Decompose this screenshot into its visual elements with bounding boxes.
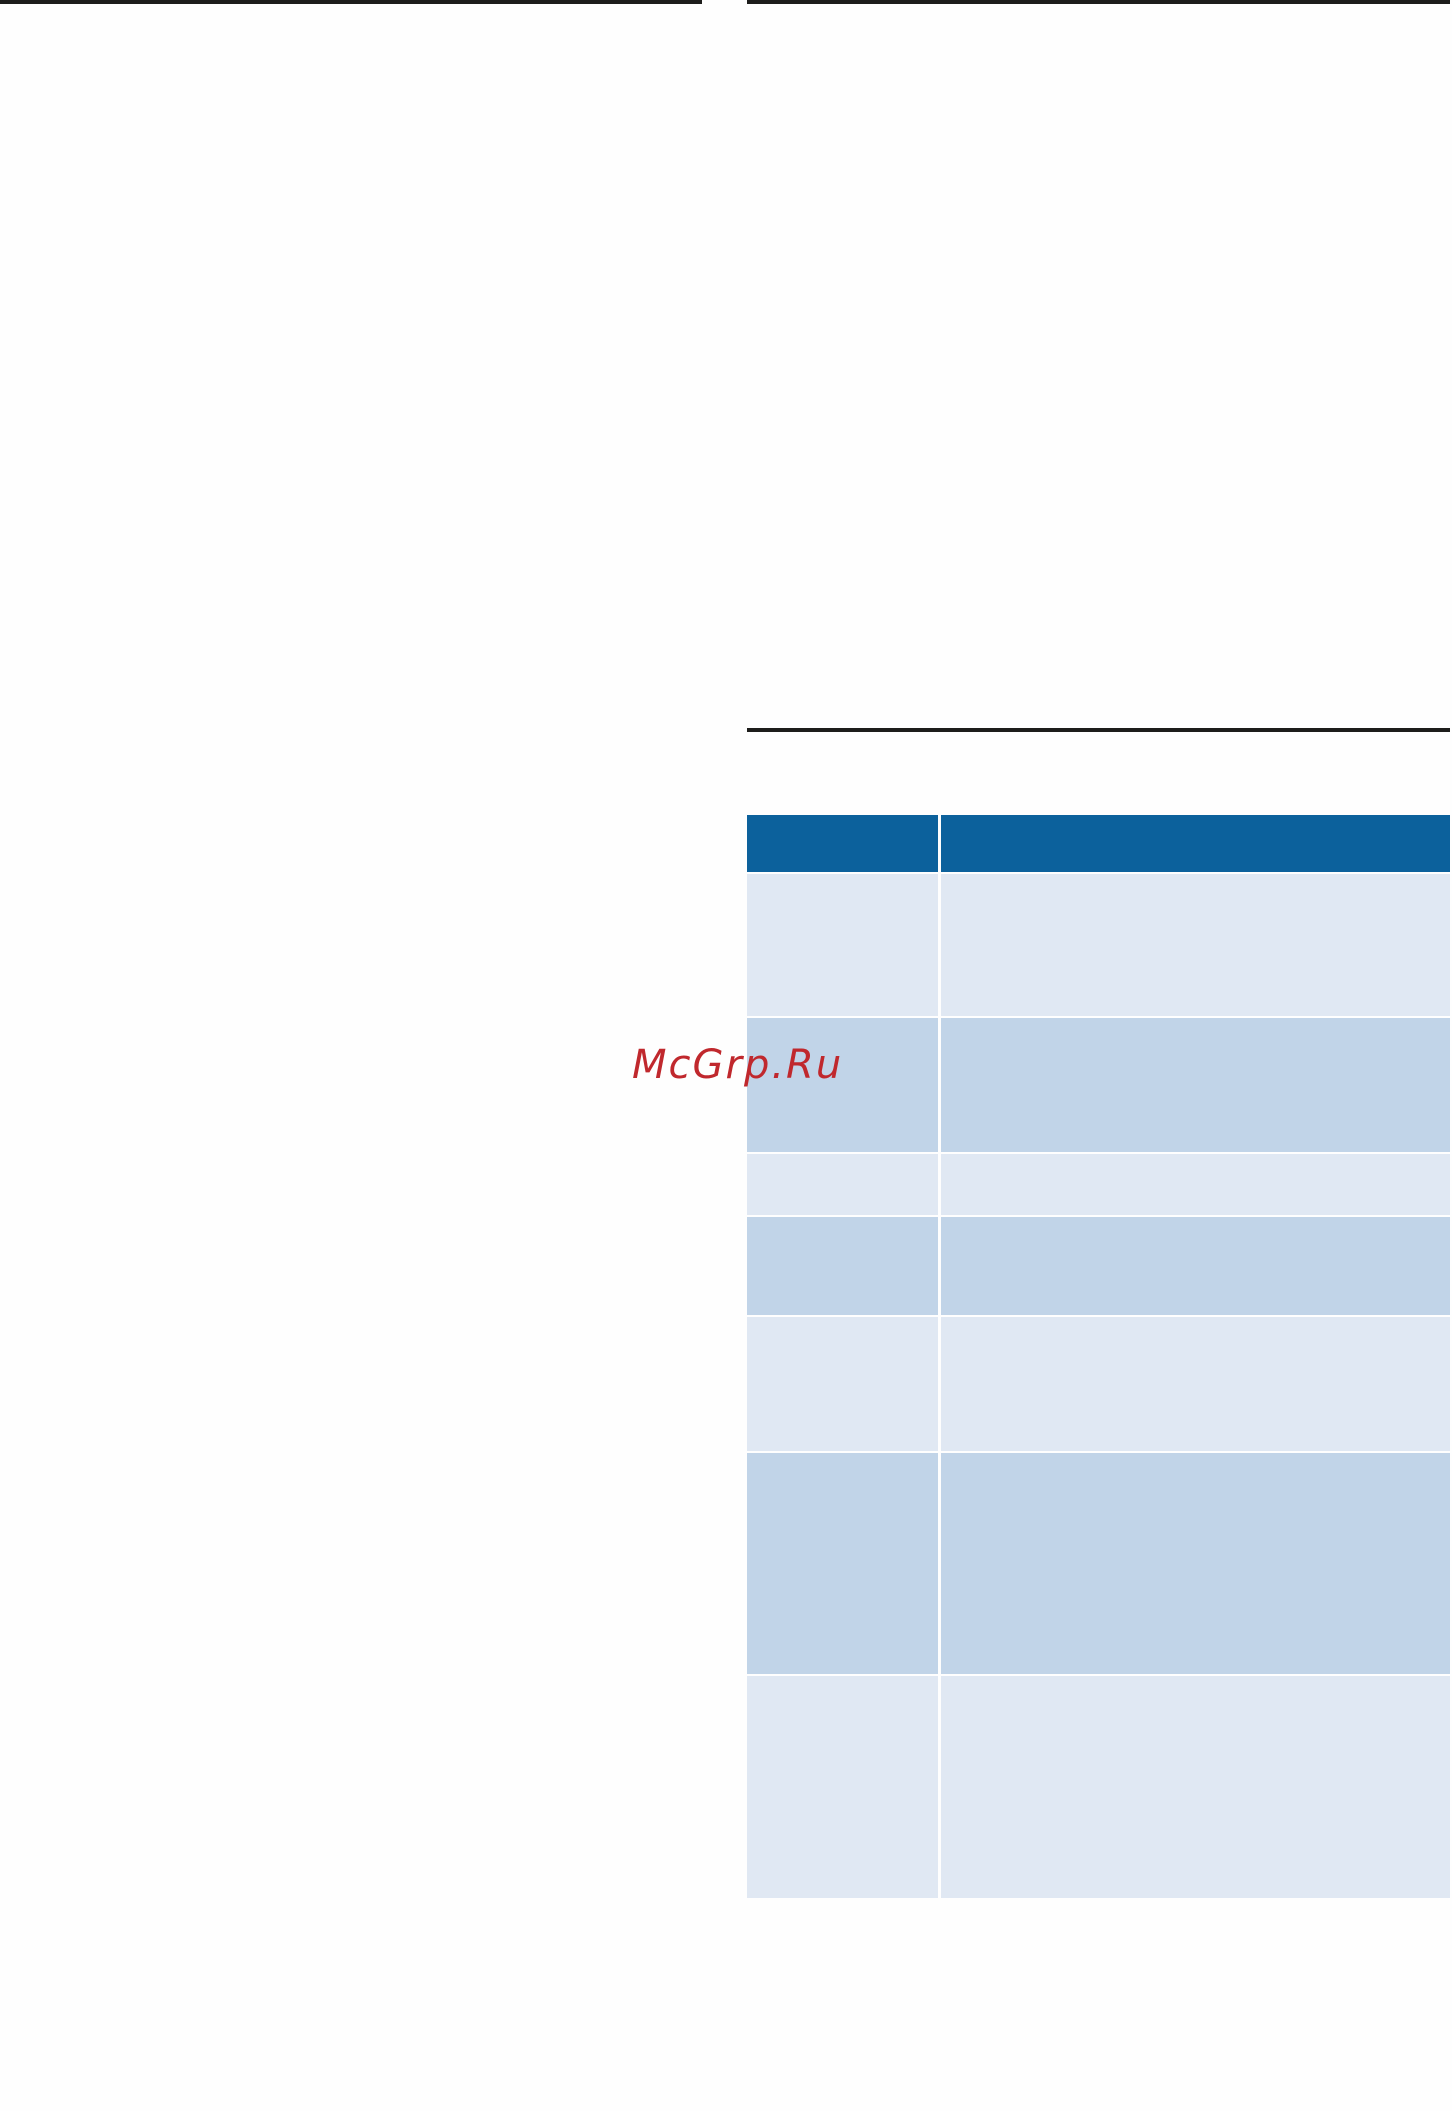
header-cell: [941, 815, 1450, 872]
table-cell: [747, 1154, 938, 1215]
table-cell: [941, 874, 1450, 1016]
table-cell: [747, 874, 938, 1016]
table-cell: [747, 1453, 938, 1674]
table-cell: [747, 1018, 938, 1152]
table-cell: [941, 1317, 1450, 1451]
table-cell: [941, 1676, 1450, 1898]
top-rule-right: [747, 0, 1450, 4]
section-rule: [747, 728, 1450, 732]
watermark: McGrp.Ru: [632, 1042, 844, 1088]
top-rule-left: [0, 0, 702, 4]
table-cell: [941, 1453, 1450, 1674]
table-cell: [941, 1154, 1450, 1215]
table-cell: [941, 1217, 1450, 1315]
table-cell: [941, 1018, 1450, 1152]
table-cell: [747, 1217, 938, 1315]
table-cell: [747, 1317, 938, 1451]
header-cell: [747, 815, 938, 872]
table-cell: [747, 1676, 938, 1898]
